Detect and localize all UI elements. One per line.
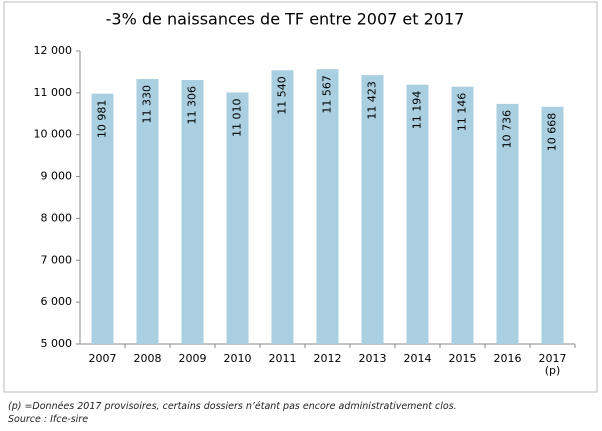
data-label: 11 010 — [231, 98, 244, 137]
x-tick-label: 2015 — [448, 352, 477, 365]
data-label: 11 306 — [186, 86, 199, 125]
footnote: (p) =Données 2017 provisoires, certains … — [8, 401, 457, 412]
chart-title: -3% de naissances de TF entre 2007 et 20… — [106, 10, 465, 29]
bar — [406, 84, 429, 345]
data-label: 11 330 — [141, 85, 154, 124]
x-tick-label: 2010 — [223, 352, 252, 365]
bar — [136, 79, 159, 345]
x-tick-label: 2007 — [88, 352, 117, 365]
data-label: 10 736 — [501, 110, 514, 149]
bar — [271, 70, 294, 345]
x-tick-label: 2016 — [493, 352, 522, 365]
y-tick-label: 7 000 — [41, 253, 73, 266]
x-tick-label: 2012 — [313, 352, 342, 365]
data-label: 11 423 — [366, 81, 379, 120]
y-tick-label: 11 000 — [34, 86, 73, 99]
bar — [496, 103, 519, 344]
bar — [91, 93, 114, 344]
y-tick-label: 5 000 — [41, 337, 73, 350]
x-tick-label: 2014 — [403, 352, 432, 365]
source: Source : Ifce-sire — [8, 414, 89, 425]
data-label: 11 540 — [276, 76, 289, 115]
data-label: 11 567 — [321, 75, 334, 114]
data-label: 11 146 — [456, 93, 469, 132]
x-tick-label: 2013 — [358, 352, 387, 365]
x-tick-label: 2017 (p) — [538, 352, 567, 377]
y-tick-label: 6 000 — [41, 295, 73, 308]
bar — [451, 86, 474, 344]
bar — [226, 92, 249, 344]
data-label: 10 668 — [546, 113, 559, 152]
bar — [181, 80, 204, 344]
bar — [541, 106, 564, 344]
x-tick-label: 2011 — [268, 352, 297, 365]
y-tick-label: 8 000 — [41, 211, 73, 224]
y-tick-label: 10 000 — [34, 128, 73, 141]
x-tick-label: 2009 — [178, 352, 207, 365]
y-tick-label: 9 000 — [41, 170, 73, 183]
y-tick-label: 12 000 — [34, 44, 73, 57]
bar — [316, 69, 339, 344]
data-label: 10 981 — [96, 100, 109, 139]
x-tick-label: 2008 — [133, 352, 162, 365]
data-label: 11 194 — [411, 91, 424, 129]
bar — [361, 75, 384, 344]
